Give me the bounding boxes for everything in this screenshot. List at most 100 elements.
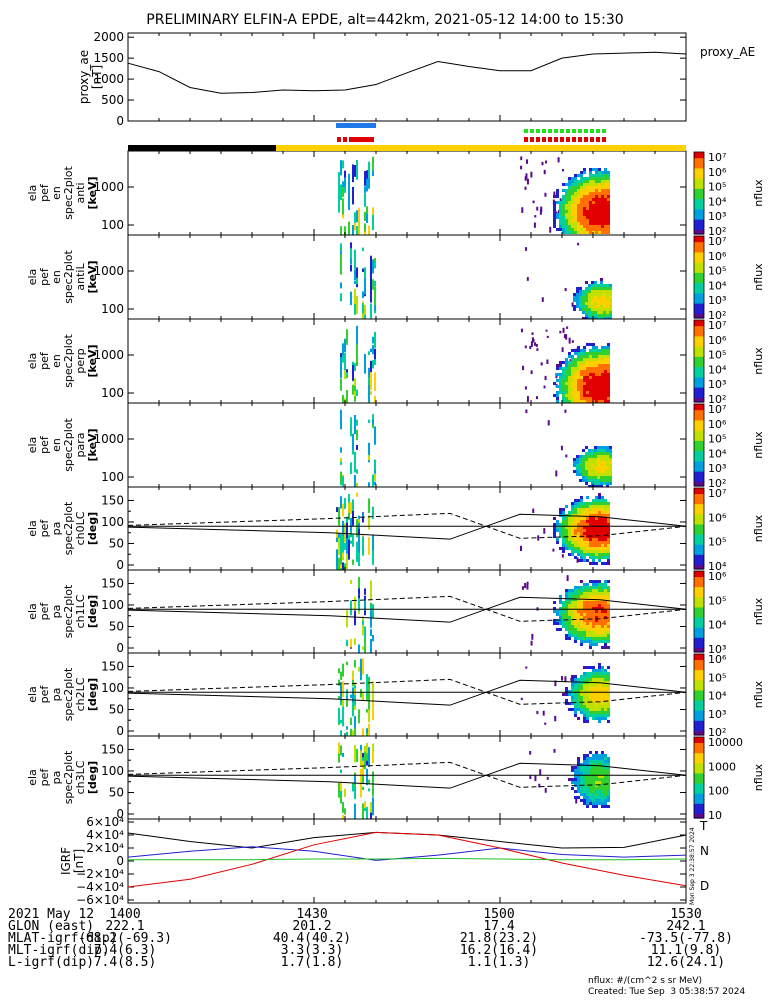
data-cell <box>580 526 583 529</box>
data-cell <box>544 160 547 164</box>
data-cell <box>571 502 574 505</box>
data-cell <box>583 601 586 604</box>
data-cell <box>600 467 603 470</box>
colorbar-segment <box>694 168 704 172</box>
data-cell <box>565 616 568 619</box>
data-cell <box>604 231 607 234</box>
data-cell <box>356 325 358 345</box>
data-cell <box>589 358 592 361</box>
data-cell <box>591 302 594 305</box>
data-cell <box>574 711 577 714</box>
data-cell <box>553 210 556 213</box>
data-cell <box>534 775 537 782</box>
data-cell <box>603 473 606 476</box>
colorbar-segment <box>694 767 704 771</box>
data-cell <box>595 754 598 757</box>
data-cell <box>604 541 607 544</box>
data-cell <box>577 693 580 696</box>
data-cell <box>580 769 583 772</box>
data-cell <box>580 225 583 228</box>
data-cell <box>607 708 610 711</box>
data-cell <box>595 502 598 505</box>
data-cell <box>580 675 583 678</box>
data-cell <box>571 192 574 195</box>
data-cell <box>568 778 571 781</box>
colorbar-segment <box>694 704 704 708</box>
footer-row-label: MLAT-igrf(dip) <box>8 931 118 946</box>
data-cell <box>586 520 589 523</box>
data-cell <box>586 610 589 613</box>
data-cell <box>597 461 600 464</box>
data-cell <box>595 541 598 544</box>
data-cell <box>571 511 574 514</box>
data-cell <box>604 373 607 376</box>
data-cell <box>606 308 609 311</box>
data-cell <box>604 358 607 361</box>
colorbar-segment <box>694 647 704 651</box>
data-cell <box>592 505 595 508</box>
colorbar-segment <box>694 438 704 442</box>
data-cell <box>565 595 568 598</box>
data-cell <box>594 476 597 479</box>
data-cell <box>579 308 582 311</box>
data-cell <box>604 361 607 364</box>
colorbar-segment <box>694 178 704 182</box>
data-cell <box>368 455 370 461</box>
data-cell <box>589 772 592 775</box>
colorbar-segment <box>694 789 704 793</box>
data-cell <box>604 183 607 186</box>
data-cell <box>607 367 610 370</box>
data-cell <box>586 628 589 631</box>
data-cell <box>598 610 601 613</box>
data-cell <box>556 613 559 616</box>
colorbar-segment <box>694 662 704 665</box>
data-cell <box>604 523 607 526</box>
data-cell <box>574 684 577 687</box>
data-cell <box>574 781 577 784</box>
data-cell <box>589 634 592 637</box>
data-cell <box>574 796 577 799</box>
colorbar-tick-label: 10 <box>708 809 722 822</box>
data-cell <box>592 391 595 394</box>
data-cell <box>607 613 610 616</box>
colorbar-segment <box>694 219 704 223</box>
data-cell <box>571 216 574 219</box>
data-cell <box>577 499 580 502</box>
data-cell <box>607 550 610 553</box>
data-cell <box>598 781 601 784</box>
data-cell <box>592 523 595 526</box>
data-cell <box>544 375 547 381</box>
colorbar-segment <box>694 432 704 436</box>
colorbar-segment <box>694 593 704 596</box>
data-cell <box>603 479 606 482</box>
colorbar-segment <box>694 498 704 501</box>
data-cell <box>574 637 577 640</box>
colorbar-segment <box>694 473 704 477</box>
data-cell <box>604 201 607 204</box>
data-cell <box>604 637 607 640</box>
colorbar-tick-label: 10⁴ <box>708 690 727 703</box>
data-cell <box>356 541 358 551</box>
data-cell <box>604 784 607 787</box>
data-cell <box>574 219 577 222</box>
data-cell <box>601 355 604 358</box>
data-cell <box>589 628 592 631</box>
colorbar-segment <box>694 221 704 225</box>
data-cell <box>589 514 592 517</box>
data-cell <box>580 601 583 604</box>
data-cell <box>574 708 577 711</box>
data-cell <box>352 499 354 512</box>
data-cell <box>540 362 543 366</box>
colorbar-segment <box>694 530 704 534</box>
data-cell <box>589 781 592 784</box>
data-cell <box>340 682 342 702</box>
anti-loss-cone-line <box>127 512 687 539</box>
data-cell <box>352 437 354 450</box>
colorbar-segment <box>694 566 704 570</box>
colorbar-segment <box>694 301 704 305</box>
data-cell <box>598 367 601 370</box>
data-cell <box>592 361 595 364</box>
data-cell <box>592 562 595 565</box>
data-cell <box>568 180 571 183</box>
data-cell <box>520 545 523 552</box>
